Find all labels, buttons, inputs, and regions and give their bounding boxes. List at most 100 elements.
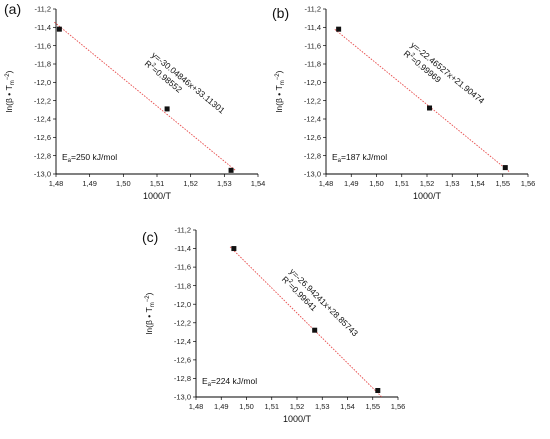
- y-tick-label: -11,4: [34, 23, 51, 32]
- ea-subscript: a: [208, 382, 212, 388]
- data-point: [56, 26, 62, 32]
- data-point: [375, 388, 381, 394]
- y-tick-label: -12,8: [174, 374, 191, 383]
- ea-subscript: a: [68, 158, 72, 164]
- x-tick-label: 1,49: [344, 179, 359, 188]
- r-squared-label: R: [143, 58, 154, 70]
- y-tick-label: -12,4: [304, 115, 321, 124]
- data-point: [228, 167, 234, 173]
- x-tick-label: 1,52: [183, 179, 198, 188]
- y-tick-label: -11,6: [174, 263, 191, 272]
- x-tick-label: 1,48: [319, 179, 334, 188]
- x-tick-label: 1,51: [150, 179, 165, 188]
- chart-panel-1: (a) 1,48 1,49 1,50 1,51 1,52 1,53 1,54 -11,2 -11,…: [4, 1, 265, 201]
- y-tick-label: -11,4: [304, 23, 321, 32]
- y-tick-label: -12,8: [304, 151, 321, 160]
- x-tick-label: 1,48: [189, 402, 204, 411]
- x-tick-label: 1,49: [214, 402, 229, 411]
- ea-value: =224 kJ/mol: [211, 376, 257, 386]
- x-tick-label: 1,54: [470, 179, 485, 188]
- x-tick-label: 1,56: [391, 402, 406, 411]
- x-tick-label: 1,50: [369, 179, 384, 188]
- fit-equation: y=-30.04846x+33.11301: [150, 50, 227, 116]
- y-tick-label: -12,0: [174, 300, 191, 309]
- x-tick-label: 1,50: [116, 179, 131, 188]
- y-tick-label: -12,2: [304, 96, 321, 105]
- y-axis-title-sub: m: [150, 302, 156, 307]
- x-tick-label: 1,49: [82, 179, 97, 188]
- y-axis-title-close: ): [4, 70, 14, 73]
- x-tick-label: 1,54: [340, 402, 355, 411]
- x-tick-label: 1,55: [495, 179, 510, 188]
- x-tick-label: 1,48: [49, 179, 64, 188]
- y-tick-label: -12,6: [174, 355, 191, 364]
- y-tick-label: -11,8: [304, 60, 321, 69]
- y-tick-label: -11,8: [174, 281, 191, 290]
- x-tick-label: 1,54: [251, 179, 266, 188]
- y-axis-title-sup: −2: [275, 73, 281, 81]
- y-axis-title-sup: −2: [5, 73, 11, 81]
- y-tick-label: -11,6: [304, 41, 321, 50]
- r-squared-label: R: [280, 274, 291, 285]
- ea-symbol: E: [62, 152, 68, 162]
- y-axis-title-sub: m: [280, 80, 286, 85]
- y-tick-label: -13,0: [34, 170, 51, 179]
- data-point: [164, 106, 170, 112]
- ea-symbol: E: [202, 376, 208, 386]
- activation-energy: Ea=250 kJ/mol: [62, 152, 117, 164]
- x-tick-label: 1,52: [290, 402, 305, 411]
- y-axis-title-sub: m: [10, 80, 16, 85]
- x-tick-label: 1,51: [394, 179, 409, 188]
- y-axis-title-close: ): [144, 292, 154, 295]
- y-tick-label: -11,4: [174, 244, 191, 253]
- x-tick-label: 1,53: [315, 402, 330, 411]
- y-tick-label: -11,8: [34, 60, 51, 69]
- r-squared-sup: 2: [287, 278, 294, 285]
- data-point: [336, 26, 342, 32]
- r-squared-sup: 2: [150, 62, 157, 69]
- x-tick-label: 1,51: [264, 402, 279, 411]
- ea-subscript: a: [338, 158, 342, 164]
- y-axis-title: ln(β • Tm−2): [144, 292, 156, 334]
- y-tick-label: -12,4: [34, 115, 51, 124]
- ea-value: =187 kJ/mol: [341, 152, 387, 162]
- fit-line: [54, 21, 237, 172]
- x-tick-label: 1,53: [217, 179, 232, 188]
- x-axis-title: 1000/T: [283, 414, 312, 424]
- fit-equation: y=-26.94241x+28.85743: [288, 266, 361, 338]
- x-axis-title: 1000/T: [413, 191, 442, 201]
- y-tick-label: -12,6: [304, 133, 321, 142]
- panel-label: (a): [4, 1, 21, 17]
- y-axis-title-close: ): [274, 70, 284, 73]
- panel-label: (c): [142, 229, 158, 245]
- y-axis-title: ln(β • Tm−2): [4, 70, 16, 112]
- x-tick-label: 1,56: [521, 179, 536, 188]
- y-tick-label: -12,2: [174, 318, 191, 327]
- x-tick-label: 1,52: [420, 179, 435, 188]
- y-tick-label: -11,2: [34, 5, 51, 14]
- x-tick-label: 1,50: [239, 402, 254, 411]
- activation-energy: Ea=187 kJ/mol: [332, 152, 387, 164]
- ea-symbol: E: [332, 152, 338, 162]
- x-tick-label: 1,53: [445, 179, 460, 188]
- chart-panel-2: (b) 1,48 1,49 1,50 1,51 1,52 1,53 1,54 1,55 1,56 -…: [272, 5, 535, 201]
- y-axis-title-sup: −2: [145, 295, 151, 303]
- y-tick-label: -11,6: [34, 41, 51, 50]
- y-tick-label: -12,6: [34, 133, 51, 142]
- y-axis-title: ln(β • Tm−2): [274, 70, 286, 112]
- y-axis-title-main: ln(β • T: [4, 85, 14, 112]
- fit-line: [229, 246, 382, 398]
- data-point: [427, 105, 433, 111]
- data-point: [231, 246, 237, 252]
- fit-equation: y=-22.46527x+21.90474: [409, 40, 487, 106]
- y-tick-label: -13,0: [174, 393, 191, 402]
- y-tick-label: -13,0: [304, 170, 321, 179]
- y-tick-label: -11,2: [304, 5, 321, 14]
- chart-panel-3: (c) 1,48 1,49 1,50 1,51 1,52 1,53 1,54 1,55 1,56 -…: [142, 226, 405, 424]
- data-point: [502, 165, 508, 171]
- y-axis-title-main: ln(β • T: [144, 307, 154, 334]
